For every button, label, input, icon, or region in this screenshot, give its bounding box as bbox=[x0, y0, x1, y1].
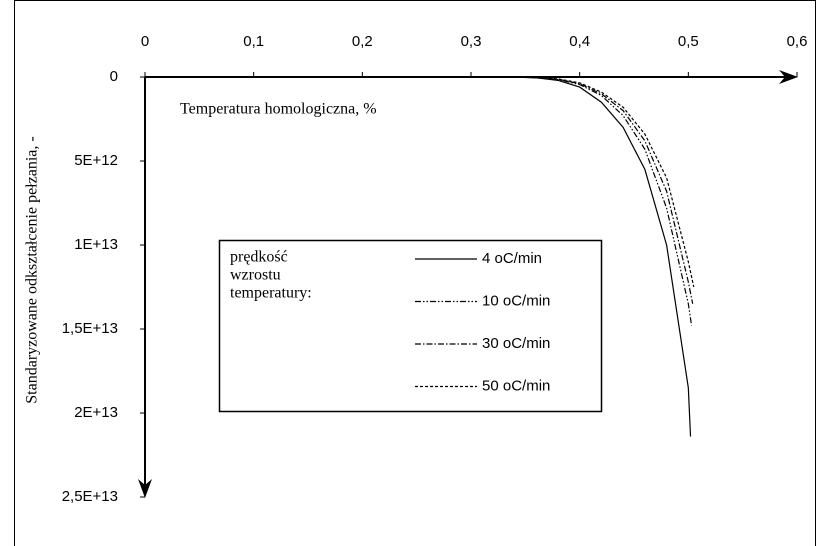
y-tick-label: 1,5E+13 bbox=[62, 320, 118, 337]
x-axis-arrow bbox=[779, 70, 798, 84]
x-tick-label: 0,5 bbox=[678, 33, 699, 50]
legend-label: 10 oC/min bbox=[482, 292, 550, 309]
y-tick-label: 2E+13 bbox=[74, 404, 118, 421]
legend-title: temperatury: bbox=[230, 285, 312, 302]
x-tick-label: 0,3 bbox=[461, 33, 482, 50]
x-tick-label: 0,4 bbox=[569, 33, 590, 50]
x-tick-label: 0,6 bbox=[787, 33, 808, 50]
y-axis-label: Standaryzowane odkształcenie pełzania, - bbox=[24, 136, 41, 403]
legend-box bbox=[218, 239, 603, 413]
legend-label: 30 oC/min bbox=[482, 335, 550, 352]
x-tick-label: 0 bbox=[141, 33, 149, 50]
y-tick-label: 1E+13 bbox=[74, 236, 118, 253]
y-axis-arrow bbox=[138, 479, 152, 498]
series-line bbox=[443, 76, 695, 288]
legend-title: wzrostu bbox=[230, 267, 281, 284]
legend-title: prędkość bbox=[230, 249, 288, 266]
x-tick-label: 0,2 bbox=[352, 33, 373, 50]
legend-label: 50 oC/min bbox=[482, 377, 550, 394]
series-line bbox=[443, 76, 694, 304]
y-tick-label: 2,5E+13 bbox=[62, 488, 118, 505]
x-tick-label: 0,1 bbox=[243, 33, 264, 50]
x-axis-label: Temperatura homologiczna, % bbox=[180, 101, 377, 118]
y-tick-label: 5E+12 bbox=[74, 152, 118, 169]
y-tick-label: 0 bbox=[110, 68, 118, 85]
legend-label: 4 oC/min bbox=[482, 250, 542, 267]
